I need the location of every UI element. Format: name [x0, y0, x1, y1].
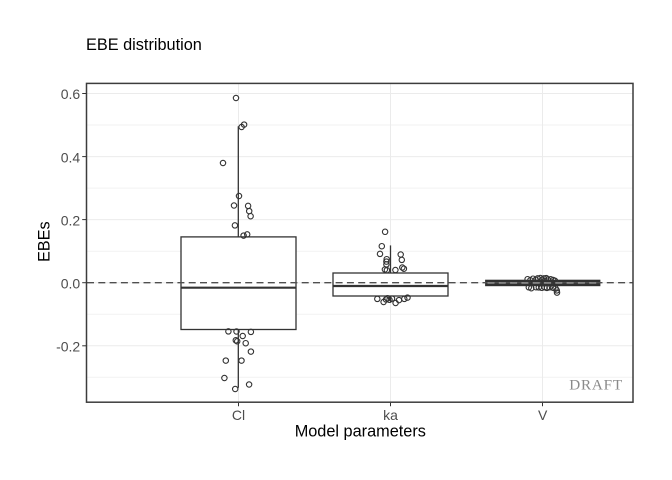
- svg-text:Model parameters: Model parameters: [295, 422, 426, 440]
- svg-text:0.2: 0.2: [61, 212, 81, 228]
- svg-text:0.0: 0.0: [61, 275, 81, 291]
- svg-text:V: V: [538, 407, 548, 423]
- svg-text:Cl: Cl: [232, 407, 245, 423]
- svg-text:EBE distribution: EBE distribution: [86, 36, 202, 54]
- svg-text:0.4: 0.4: [61, 149, 81, 165]
- svg-text:DRAFT: DRAFT: [569, 377, 623, 394]
- svg-text:ka: ka: [383, 407, 398, 423]
- svg-text:-0.2: -0.2: [56, 339, 80, 355]
- svg-text:0.6: 0.6: [61, 86, 81, 102]
- svg-text:EBEs: EBEs: [36, 221, 54, 262]
